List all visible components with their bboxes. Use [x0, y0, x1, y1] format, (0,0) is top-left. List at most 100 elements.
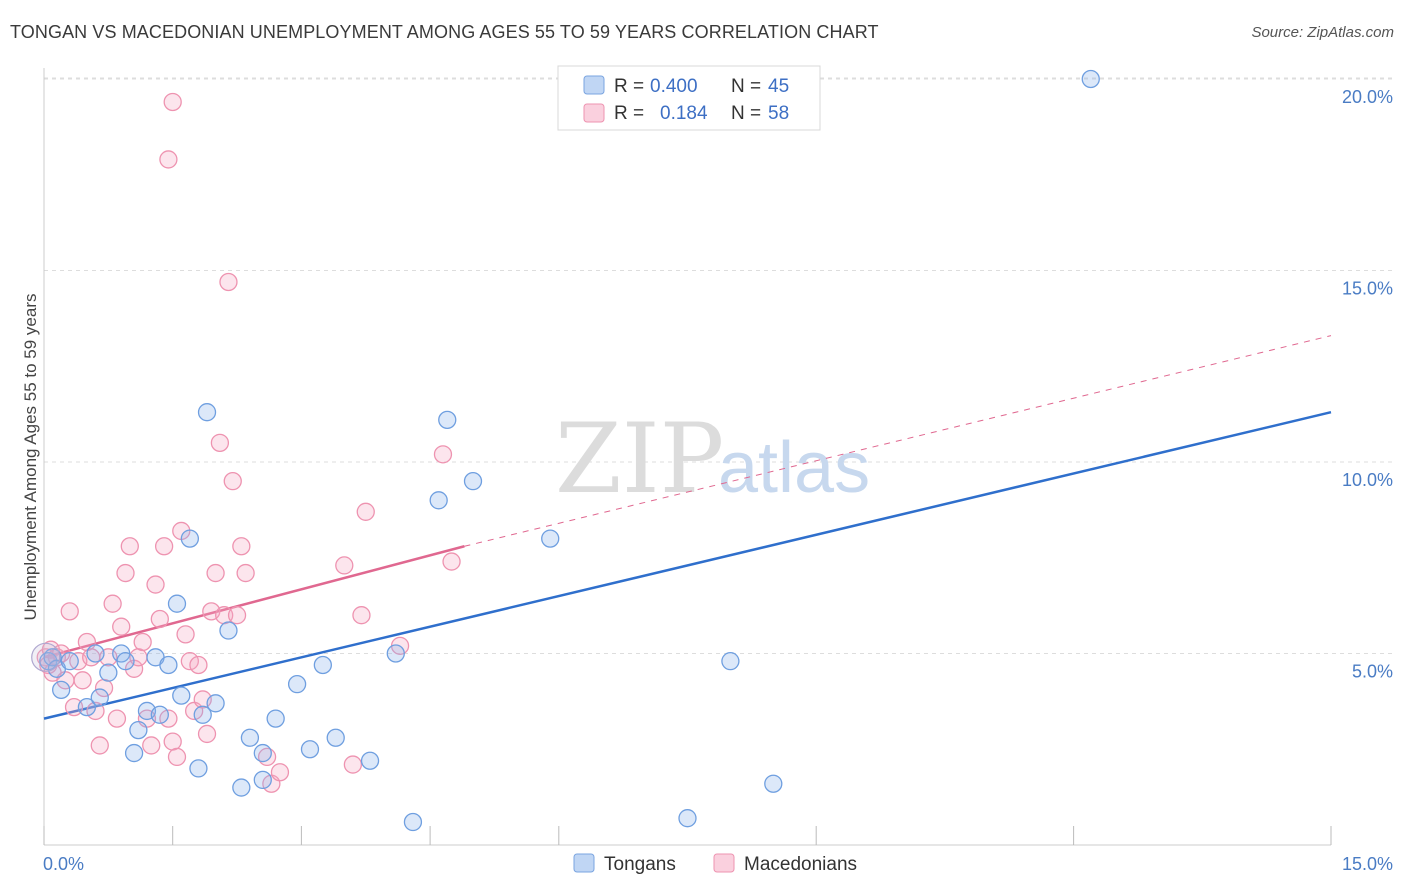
tongans-point [129, 720, 148, 740]
macedonians-point [433, 445, 453, 464]
tongans-point [386, 644, 405, 663]
x-tick-label-max: 15.0% [1342, 854, 1393, 874]
watermark: ZIP atlas [555, 403, 870, 515]
macedonians-point [180, 652, 200, 671]
tongans-point [99, 663, 118, 682]
bottom-legend-swatch-tongans [573, 853, 595, 873]
tongans-trend-line [43, 410, 1332, 720]
tongans-point [326, 728, 345, 747]
tongans-point [189, 759, 208, 778]
macedonians-point [60, 602, 79, 621]
macedonians-point [146, 575, 165, 594]
macedonians-point [236, 563, 255, 583]
tongans-point [253, 770, 272, 790]
legend-swatch-macedonians [583, 103, 605, 123]
tongans-point [150, 705, 169, 724]
macedonians-point [86, 701, 105, 721]
points-layer [31, 69, 1100, 832]
tongans-point [90, 688, 109, 707]
tongans-point [438, 410, 457, 430]
tongans-point [1081, 69, 1100, 89]
tongans-point [313, 655, 333, 675]
tongans-point [124, 743, 144, 763]
tongans-point [159, 655, 178, 675]
watermark-zip: ZIP [555, 403, 724, 515]
macedonians-point [335, 556, 354, 575]
cluster-point [31, 642, 61, 672]
tongans-point [43, 648, 62, 667]
macedonians-trend-line [43, 545, 465, 659]
macedonians-point [73, 671, 92, 690]
tongans-point [180, 529, 200, 548]
macedonians-point [163, 732, 182, 751]
macedonians-point [232, 537, 251, 556]
macedonians-point [343, 755, 363, 774]
legend-n-value-1: 45 [768, 76, 789, 97]
tongans-point [360, 751, 380, 770]
tongans-point [721, 652, 740, 671]
tongans-point [253, 743, 272, 763]
macedonians-point [197, 724, 217, 744]
tongans-point [232, 778, 251, 797]
tongans-point [60, 652, 79, 671]
legend-r-value-1: 0.400 [650, 76, 698, 97]
macedonians-point [163, 92, 182, 112]
tongans-point [764, 774, 783, 793]
macedonians-trend-extension [464, 335, 1332, 547]
macedonians-point [210, 433, 230, 453]
tongans-point [77, 697, 97, 717]
macedonians-point [142, 736, 161, 755]
bottom-legend-macedonians: Macedonians [744, 854, 857, 875]
chart-title: TONGAN VS MACEDONIAN UNEMPLOYMENT AMONG … [10, 22, 879, 42]
tongans-point [206, 694, 225, 713]
macedonians-point [352, 606, 371, 625]
tongans-point [266, 709, 285, 728]
y-tick-label: 20.0% [1342, 87, 1393, 107]
trend-lines [43, 335, 1332, 720]
tongans-point [240, 728, 260, 747]
tongans-point [193, 705, 212, 724]
tongans-point [429, 491, 448, 510]
tongans-point [287, 674, 307, 694]
bottom-legend-tongans: Tongans [604, 854, 676, 875]
tongans-point [167, 594, 187, 613]
tongans-point [197, 403, 217, 422]
tongans-point [300, 740, 320, 759]
macedonians-point [159, 709, 178, 728]
legend-r-label-1: R = [614, 76, 644, 97]
tongans-point [86, 644, 105, 663]
macedonians-point [219, 272, 238, 292]
macedonians-point [150, 609, 169, 629]
tongans-point [678, 809, 697, 828]
macedonians-point [223, 471, 242, 491]
macedonians-point [133, 632, 152, 652]
tongans-point [541, 529, 560, 548]
y-tick-label: 15.0% [1342, 279, 1393, 299]
legend-bottom: Tongans Macedonians [573, 853, 857, 875]
macedonians-point [103, 594, 122, 613]
x-tick-label-min: 0.0% [43, 854, 84, 874]
legend-r-value-2: 0.184 [660, 103, 708, 124]
y-tick-label: 10.0% [1342, 470, 1393, 490]
legend-swatch-tongans [583, 75, 605, 95]
macedonians-point [154, 537, 174, 556]
macedonians-point [227, 606, 247, 625]
tongans-point [463, 471, 483, 491]
macedonians-point [90, 736, 109, 755]
macedonians-point [112, 617, 131, 636]
macedonians-point [116, 563, 135, 583]
macedonians-point [64, 697, 84, 717]
legend-n-label-2: N = [731, 103, 761, 124]
legend-n-value-2: 58 [768, 103, 789, 124]
tongans-point [116, 652, 135, 671]
tongans-point [172, 686, 191, 705]
macedonians-point [270, 763, 290, 782]
tongans-point [219, 621, 238, 640]
legend-n-label-1: N = [731, 76, 761, 97]
watermark-atlas: atlas [718, 428, 870, 508]
macedonians-point [356, 502, 375, 521]
y-axis-label: Unemployment Among Ages 55 to 59 years [21, 294, 40, 621]
macedonians-point [176, 625, 195, 644]
tongans-point [52, 680, 71, 700]
